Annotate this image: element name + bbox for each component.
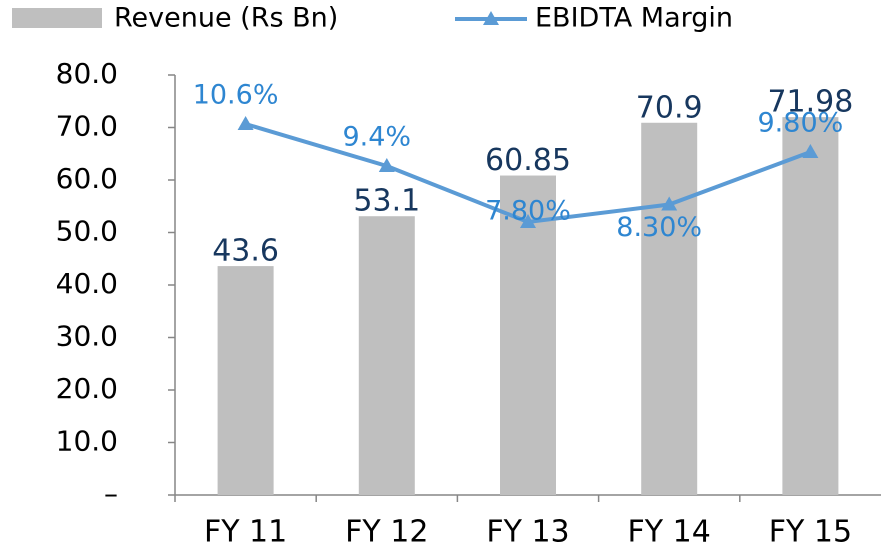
line-marker bbox=[802, 144, 819, 158]
line-marker bbox=[378, 158, 395, 172]
y-tick-label: – bbox=[104, 477, 118, 510]
bar-value-label: 71.98 bbox=[767, 85, 853, 120]
line-value-label: 9.80% bbox=[758, 108, 844, 139]
bar bbox=[641, 122, 698, 496]
x-tick-label: FY 15 bbox=[769, 515, 852, 549]
line-value-label: 10.6% bbox=[193, 80, 279, 111]
bar bbox=[782, 117, 839, 495]
line-marker bbox=[520, 214, 536, 228]
y-tick-label: 60.0 bbox=[56, 162, 118, 195]
y-tick-label: 70.0 bbox=[56, 110, 118, 143]
y-tick-label: 40.0 bbox=[56, 267, 118, 300]
legend-swatch bbox=[12, 8, 102, 28]
line-marker bbox=[237, 116, 254, 130]
y-tick-label: 80.0 bbox=[56, 57, 118, 90]
bar-value-label: 60.85 bbox=[485, 143, 571, 178]
bar-value-label: 70.9 bbox=[636, 90, 703, 125]
legend-label: Revenue (Rs Bn) bbox=[114, 3, 338, 34]
x-tick-label: FY 14 bbox=[628, 515, 711, 549]
bar bbox=[217, 266, 274, 495]
bar bbox=[500, 175, 556, 495]
legend-marker bbox=[483, 11, 499, 25]
y-tick-label: 10.0 bbox=[56, 425, 118, 458]
y-tick-label: 30.0 bbox=[56, 320, 118, 353]
x-tick-label: FY 12 bbox=[345, 515, 428, 549]
x-tick-label: FY 13 bbox=[486, 515, 569, 549]
y-tick-label: 50.0 bbox=[56, 215, 118, 248]
bar-value-label: 43.6 bbox=[212, 234, 279, 269]
bar bbox=[358, 216, 415, 495]
y-tick-label: 20.0 bbox=[56, 372, 118, 405]
legend-label: EBIDTA Margin bbox=[535, 3, 733, 34]
line-value-label: 9.4% bbox=[342, 122, 411, 153]
x-tick-label: FY 11 bbox=[204, 515, 287, 549]
line-value-label: 7.80% bbox=[485, 196, 571, 227]
line-marker bbox=[661, 196, 678, 211]
bar-value-label: 53.1 bbox=[353, 184, 420, 219]
line-value-label: 8.30% bbox=[616, 212, 702, 243]
